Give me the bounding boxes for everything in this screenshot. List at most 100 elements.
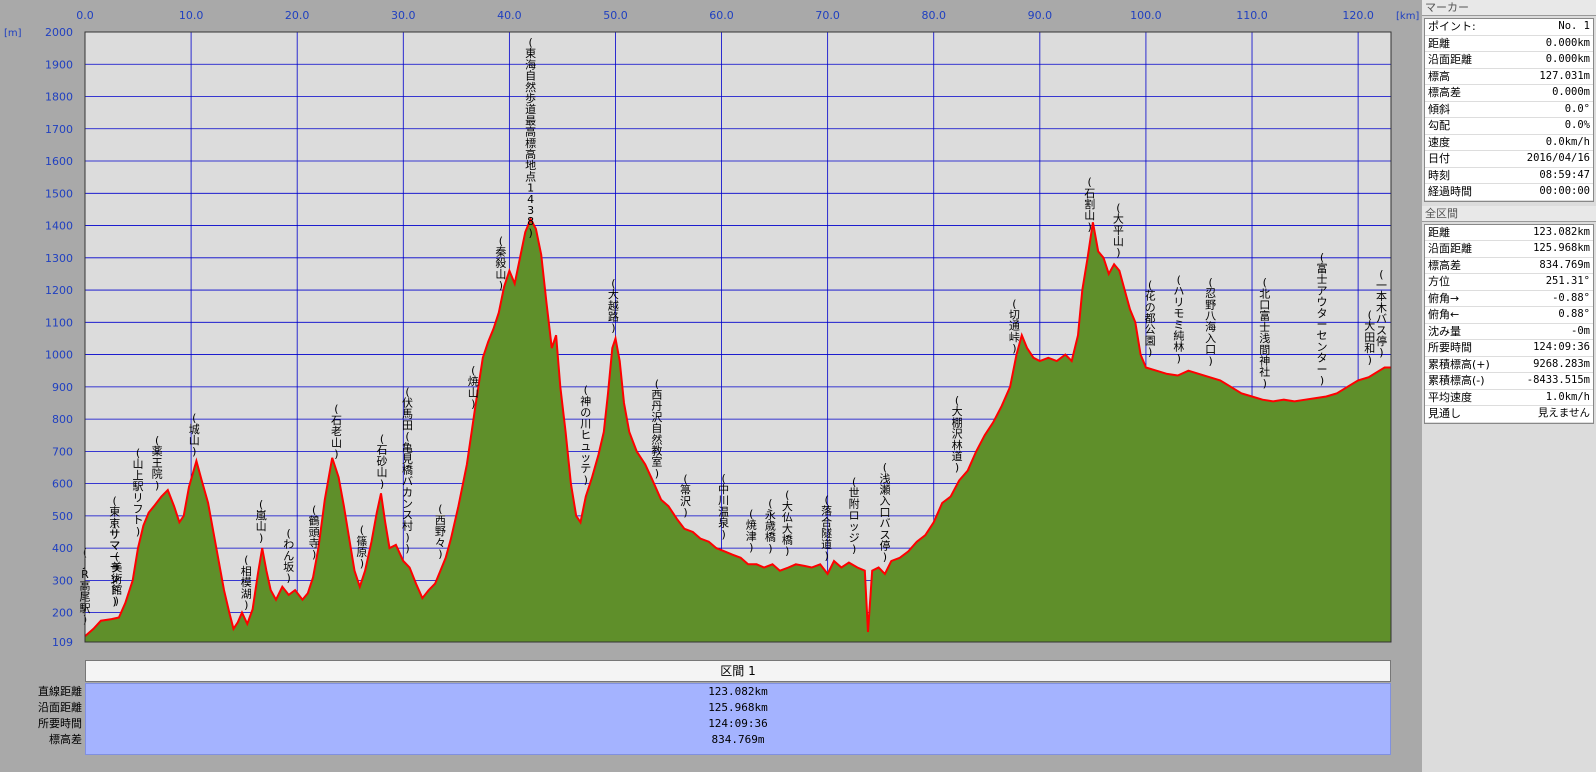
total-panel: 距離 123.082km 沿面距離 125.968km 標高差 834.769m 方位 251… (1424, 223, 1594, 424)
info-value: 1.0km/h (1545, 390, 1590, 403)
y-tick-label: 2000 (45, 26, 73, 39)
info-label: 俯角→ (1428, 291, 1460, 305)
waypoint-label: (美術館) (111, 550, 122, 608)
info-sidebar: マーカー ポイント: No. 1 距離 0.000km 沿面距離 0.000km 標高 127… (1422, 0, 1596, 772)
info-value: 9268.283m (1533, 357, 1590, 370)
waypoint-label: (神の川ヒュッテ) (580, 384, 591, 487)
waypoint-label: (東海自然歩道最高標高地点 1 4 3 8) (525, 36, 536, 239)
stat-label-surface-distance: 沿面距離 (38, 701, 82, 714)
waypoint-label: (山上駅リフト) (133, 447, 144, 538)
info-row: 速度 0.0km/h (1425, 135, 1593, 151)
waypoint-label: (焼津) (746, 507, 757, 554)
info-row: 標高差 0.000m (1425, 85, 1593, 102)
waypoint-label: (城山) (189, 412, 200, 459)
info-value: 0.000km (1545, 53, 1590, 65)
waypoint-label: (箒沢) (680, 472, 691, 519)
waypoint-label: (西丹沢自然教室) (651, 377, 662, 480)
section-tab[interactable]: 区間 1 (85, 660, 1391, 682)
waypoint-label: (一本木バス停) (1376, 268, 1387, 359)
info-label: 標高差 (1428, 86, 1461, 99)
waypoint-label: (大平山) (1113, 201, 1124, 259)
elevation-profile-chart[interactable]: 2000 1900 1800 1700 1600 1500 1400 1300 1200 1100… (0, 0, 1420, 660)
info-row: 方位 251.31° (1425, 274, 1593, 291)
x-tick-label: 30.0 (391, 9, 416, 22)
info-label: 傾斜 (1428, 102, 1450, 116)
stat-label-duration: 所要時間 (38, 717, 82, 730)
y-tick-label: 600 (52, 478, 73, 491)
info-row: 平均速度 1.0km/h (1425, 390, 1593, 406)
info-row: 沿面距離 125.968km (1425, 241, 1593, 258)
info-label: 方位 (1428, 275, 1450, 288)
axis-ticks: 2000 1900 1800 1700 1600 1500 1400 1300 1200 1100… (45, 9, 1374, 649)
info-row: 見通し 見えません (1425, 406, 1593, 423)
info-label: 勾配 (1428, 119, 1450, 132)
waypoint-label: (富士アウターセンター) (1317, 251, 1328, 387)
info-row: 日付 2016/04/16 (1425, 151, 1593, 168)
x-tick-label: 110.0 (1236, 9, 1268, 22)
waypoint-label: (東京サマーランド) (109, 494, 120, 608)
waypoint-label: (嵐山) (256, 498, 267, 545)
info-label: 標高差 (1428, 258, 1461, 272)
waypoint-label: (石割山) (1084, 176, 1095, 234)
waypoint-label: (花の都公園) (1145, 278, 1156, 358)
elevation-area (85, 219, 1391, 642)
info-value: -8433.515m (1526, 374, 1590, 386)
info-value: 見えません (1537, 407, 1590, 419)
info-label: 時刻 (1428, 168, 1450, 182)
info-label: 距離 (1428, 225, 1450, 239)
info-label: 平均速度 (1428, 390, 1472, 404)
x-unit-label: [km] (1396, 11, 1419, 22)
y-unit-label: [m] (4, 28, 22, 39)
info-label: 累積標高(+) (1428, 357, 1490, 371)
info-value: 125.968km (1533, 242, 1590, 254)
info-value: No. 1 (1558, 20, 1590, 32)
info-value: 0.0% (1564, 119, 1590, 131)
info-row: 標高 127.031m (1425, 69, 1593, 85)
waypoint-label: (大仏大橋) (782, 489, 793, 558)
waypoint-label: (石砂山) (377, 433, 388, 491)
info-row: 勾配 0.0% (1425, 118, 1593, 135)
stat-label-straight-distance: 直線距離 (38, 685, 82, 698)
x-tick-label: 100.0 (1130, 9, 1162, 22)
info-value: 123.082km (1533, 225, 1590, 238)
plot-frame (84, 31, 1392, 643)
info-value: 0.000km (1545, 36, 1590, 49)
info-row: 所要時間 124:09:36 (1425, 340, 1593, 357)
waypoint-label: (石老山) (331, 403, 342, 461)
x-tick-label: 60.0 (709, 9, 734, 22)
waypoint-label: (秦殺山) (495, 234, 506, 292)
info-value: 0.0° (1564, 102, 1590, 115)
info-value: -0m (1571, 324, 1590, 337)
y-tick-label: 800 (52, 413, 73, 426)
y-tick-label: 300 (52, 574, 73, 587)
info-value: 2016/04/16 (1526, 152, 1590, 164)
info-row: 距離 0.000km (1425, 36, 1593, 52)
waypoint-label: (鶴頭寺) (309, 503, 320, 561)
waypoint-label: (世附ロッジ) (849, 475, 860, 555)
stat-value-duration: 124:09:36 (708, 717, 768, 730)
waypoint-label: (忍野八海入口) (1205, 276, 1216, 367)
y-tick-label: 1400 (45, 220, 73, 233)
info-row: 俯角→ -0.88° (1425, 291, 1593, 307)
y-tick-label: 200 (52, 607, 73, 620)
y-tick-label: 1900 (45, 58, 73, 71)
waypoint-label: (サマーランド) (109, 517, 120, 608)
waypoint-label: (西野々) (435, 503, 446, 561)
x-tick-label: 90.0 (1028, 9, 1053, 22)
info-label: 俯角← (1428, 308, 1460, 321)
y-tick-label: 1700 (45, 123, 73, 136)
info-label: 沈み量 (1428, 324, 1461, 338)
info-row: 沈み量 -0m (1425, 324, 1593, 340)
info-row: 沿面距離 0.000km (1425, 52, 1593, 69)
info-value: 124:09:36 (1533, 341, 1590, 353)
info-label: 速度 (1428, 135, 1450, 149)
waypoint-label: (大越路) (608, 277, 619, 335)
info-row: 傾斜 0.0° (1425, 102, 1593, 118)
info-label: 日付 (1428, 152, 1450, 165)
info-value: 08:59:47 (1539, 168, 1590, 181)
waypoint-label: (篠原) (356, 524, 367, 571)
waypoint-label: (伏馬田(亀見橋バカンス村)) (402, 385, 413, 555)
waypoint-label: (大田和) (1364, 309, 1375, 367)
y-tick-label: 1100 (45, 316, 73, 329)
waypoint-label: (大棚沢林道) (952, 394, 963, 474)
